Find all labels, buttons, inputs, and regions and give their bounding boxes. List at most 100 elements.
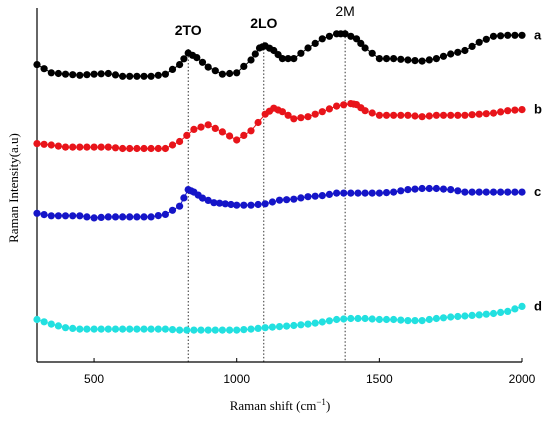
series-d-point xyxy=(333,315,341,324)
series-b-point xyxy=(278,108,286,116)
series-d-point xyxy=(475,311,483,319)
series-a-point xyxy=(432,55,440,63)
series-a-point xyxy=(104,69,112,78)
series-a-point xyxy=(518,31,526,39)
series-a-point xyxy=(475,38,483,46)
series-c-point xyxy=(261,200,269,208)
series-b-point xyxy=(119,144,127,153)
series-c-point xyxy=(504,188,512,196)
series-b-point xyxy=(183,131,191,139)
series-c-point xyxy=(233,201,241,209)
series-a-point xyxy=(382,55,391,63)
series-c-point xyxy=(325,190,333,198)
series-a-point xyxy=(352,35,361,43)
series-d-point xyxy=(119,325,127,333)
series-c-point xyxy=(283,196,291,204)
series-a-point xyxy=(33,61,41,69)
series-a-point xyxy=(140,72,148,80)
series-c-point xyxy=(40,211,48,219)
series-c-point xyxy=(439,185,448,193)
series-d-point xyxy=(439,314,448,322)
series-c-point xyxy=(333,189,341,197)
series-a-point xyxy=(161,70,169,78)
series-c-point xyxy=(354,189,362,197)
series-d-point xyxy=(268,323,276,331)
series-a-point xyxy=(461,46,469,55)
series-b-point xyxy=(290,115,298,123)
series-d-point xyxy=(218,326,226,334)
series-a-point xyxy=(325,32,333,40)
series-b-point xyxy=(233,136,241,144)
series-a-point xyxy=(147,72,155,80)
series-c-point xyxy=(204,196,212,204)
series-d-point xyxy=(211,326,219,334)
series-b-point xyxy=(425,112,433,120)
series-d-point xyxy=(133,325,141,333)
series-a-point xyxy=(447,50,455,58)
series-b-point xyxy=(226,132,234,140)
series-c-point xyxy=(461,188,469,196)
series-c-point xyxy=(140,213,148,221)
series-a-point xyxy=(418,57,426,65)
series-a-point xyxy=(40,65,48,73)
series-d-point xyxy=(83,325,91,333)
series-b-point xyxy=(218,128,226,136)
x-axis-title-main: Raman shift ( xyxy=(230,398,301,413)
series-c-point xyxy=(147,213,155,221)
series-c-point xyxy=(297,194,305,202)
series-a-point xyxy=(297,49,305,57)
plot-frame xyxy=(36,8,522,363)
series-d-point xyxy=(318,318,326,326)
series-a-point xyxy=(226,69,234,78)
peak-labels: 2TO 2LO 2M xyxy=(175,3,355,38)
series-d-point xyxy=(489,309,498,318)
series-d-point xyxy=(47,320,55,328)
series-c-point xyxy=(318,192,326,200)
series-d-point xyxy=(290,321,298,330)
peak-marker-lines xyxy=(187,29,346,362)
series-b-point xyxy=(482,110,490,118)
series-c-point xyxy=(447,186,455,194)
series-a-point xyxy=(47,69,55,77)
x-tick-label-2000: 2000 xyxy=(509,372,536,386)
series-d-point xyxy=(382,315,391,324)
series-b-point xyxy=(83,143,91,151)
series-b-point xyxy=(447,111,455,119)
series-a-point xyxy=(278,55,286,63)
series-d-point xyxy=(54,322,63,330)
series-c-point xyxy=(176,202,184,210)
series-a-point xyxy=(404,56,412,64)
series-a-point xyxy=(83,71,91,79)
series-a-point xyxy=(411,57,419,65)
series-b-point xyxy=(204,121,212,129)
series-a-point xyxy=(489,32,498,40)
series-b-point xyxy=(154,144,162,153)
series-d-point xyxy=(297,321,305,329)
series-a-point xyxy=(318,35,326,43)
series-c-point xyxy=(397,187,405,195)
series-c-point xyxy=(97,213,105,221)
series-d-point xyxy=(76,325,84,333)
series-a-point xyxy=(154,71,162,79)
series-d-point xyxy=(511,305,519,313)
series-a-point xyxy=(90,70,98,78)
series-b-point xyxy=(382,111,391,119)
series-b-point xyxy=(518,106,526,114)
series-c-point xyxy=(411,185,419,193)
series-a-point xyxy=(76,71,84,79)
series-a-point xyxy=(193,54,201,62)
series-b-point xyxy=(454,111,462,119)
series-b-point xyxy=(511,106,519,114)
series-b-point xyxy=(97,143,105,151)
series-label-d: d xyxy=(534,298,542,313)
x-axis-title-unit: cm xyxy=(300,398,316,413)
series-a-point xyxy=(218,70,226,78)
series-c-point xyxy=(340,189,348,197)
series-b-point xyxy=(133,144,141,153)
series-a-point xyxy=(211,67,219,75)
series-a xyxy=(33,30,526,80)
series-d-point xyxy=(90,325,98,333)
series-d-point xyxy=(161,325,169,333)
series-b-point xyxy=(140,144,148,153)
